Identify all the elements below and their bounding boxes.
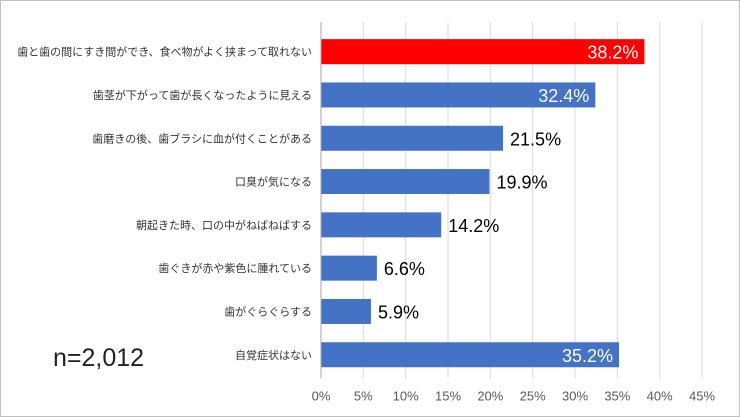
data-label: 21.5%: [510, 129, 561, 149]
category-label: 朝起きた時、口の中がねばねばする: [136, 218, 312, 232]
data-label: 5.9%: [378, 302, 419, 322]
sample-size-label: n=2,012: [53, 344, 145, 372]
data-label: 32.4%: [538, 86, 589, 106]
x-tick-label: 40%: [647, 388, 673, 403]
category-label: 歯磨きの後、歯ブラシに血が付くことがある: [92, 131, 312, 145]
category-label: 歯と歯の間にすき間ができ、食べ物がよく挟まって取れない: [17, 45, 312, 59]
data-label: 35.2%: [562, 346, 613, 366]
bars: [321, 39, 645, 368]
x-tick-label: 5%: [354, 388, 373, 403]
category-label: 歯ぐきが赤や紫色に腫れている: [158, 261, 312, 275]
category-label: 歯茎が下がって歯が長くなったように見える: [93, 88, 312, 102]
gridlines: [362, 22, 703, 379]
bar: [321, 298, 371, 324]
x-tick-label: 45%: [689, 388, 715, 403]
bar: [321, 212, 442, 238]
x-tick-label: 35%: [604, 388, 630, 403]
data-label: 14.2%: [448, 216, 499, 236]
x-tick-label: 30%: [562, 388, 588, 403]
category-label: 口臭が気になる: [235, 175, 312, 189]
bar: [321, 169, 490, 195]
data-label: 38.2%: [587, 43, 638, 63]
data-label: 6.6%: [384, 259, 425, 279]
bar: [321, 255, 377, 281]
bar: [321, 125, 504, 151]
labels: 0% 5% 10% 15% 20% 25% 30% 35% 40% 45% 歯と歯の間にすき間ができ…: [17, 43, 715, 404]
bar: [321, 82, 596, 108]
bar: [321, 39, 645, 65]
bar: [321, 342, 620, 368]
x-tick-label: 25%: [520, 388, 546, 403]
x-tick-label: 10%: [393, 388, 419, 403]
data-label: 19.9%: [496, 173, 547, 193]
x-tick-label: 15%: [435, 388, 461, 403]
x-tick-label: 20%: [477, 388, 503, 403]
category-label: 自覚症状はない: [235, 348, 312, 362]
category-label: 歯がぐらぐらする: [224, 304, 312, 318]
x-tick-label: 0%: [312, 388, 331, 403]
